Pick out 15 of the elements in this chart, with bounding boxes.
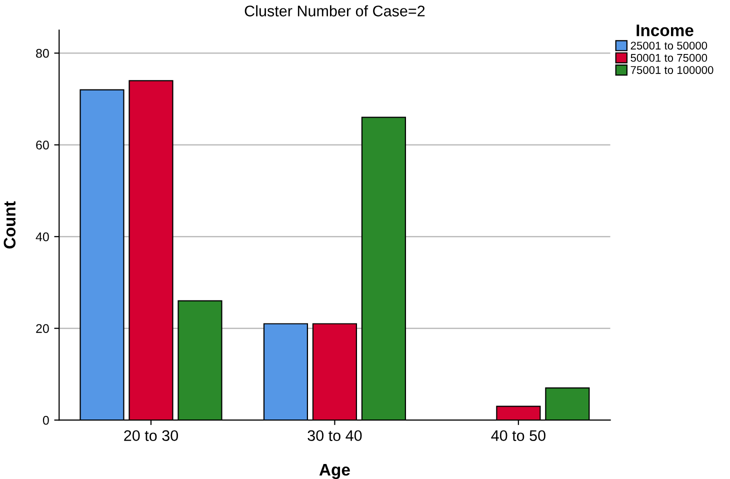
x-tick-label: 20 to 30 — [124, 430, 178, 442]
x-axis-title: Age — [319, 464, 350, 479]
legend-label: 50001 to 75000 — [630, 54, 708, 62]
y-tick-label: 80 — [36, 48, 49, 58]
legend-label: 25001 to 50000 — [630, 42, 708, 50]
y-axis-title: Count — [4, 201, 16, 249]
x-tick-label: 40 to 50 — [491, 430, 546, 442]
y-tick-label: 60 — [36, 140, 49, 150]
y-tick-label: 0 — [42, 416, 49, 425]
legend-title: Income — [636, 24, 694, 36]
y-tick-label: 20 — [36, 324, 49, 333]
y-tick-label: 40 — [36, 232, 49, 242]
chart-title: Cluster Number of Case=2 — [244, 5, 425, 16]
x-tick-label: 30 to 40 — [308, 430, 362, 442]
legend-label: 75001 to 100000 — [630, 66, 714, 74]
